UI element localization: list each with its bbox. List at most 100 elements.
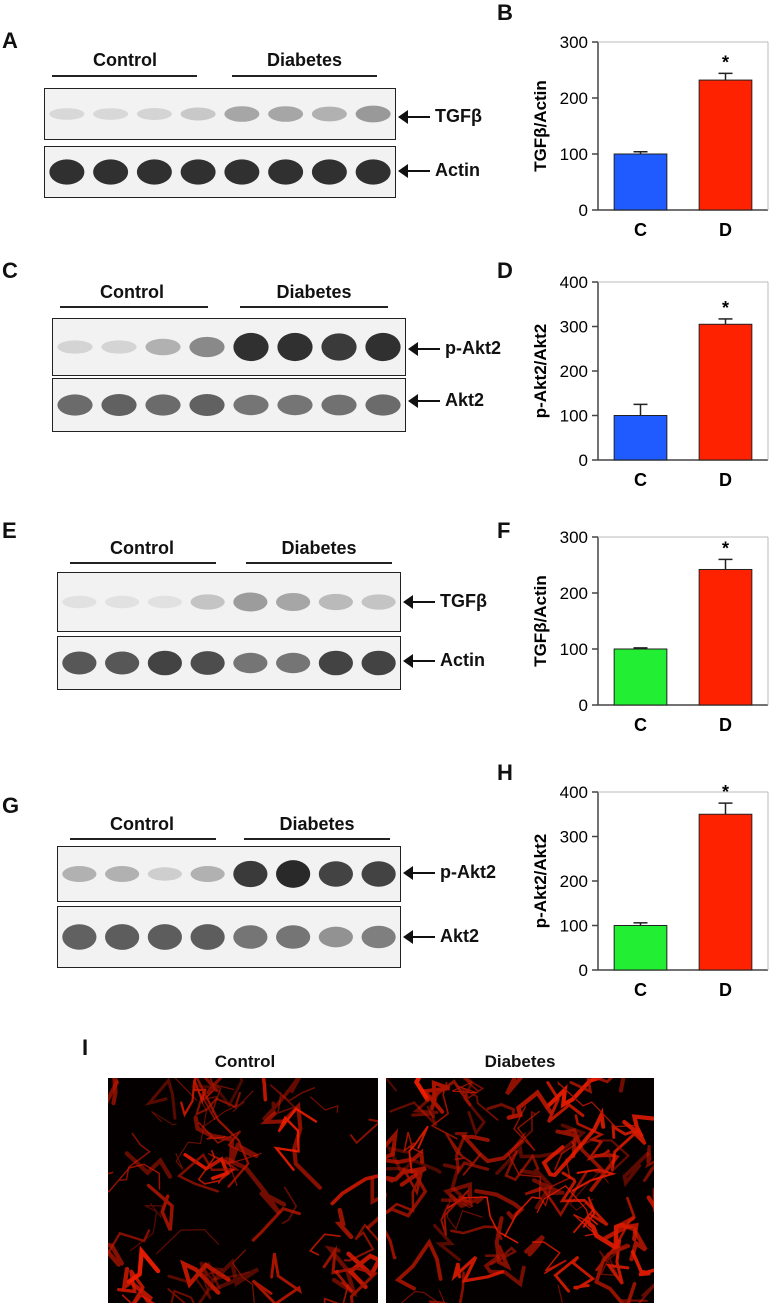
blot-c-control-line (60, 306, 208, 308)
stain-fiber (400, 1290, 446, 1303)
y-axis-label: TGFβ/Actin (531, 575, 550, 667)
category-label: C (634, 715, 647, 735)
stain-fiber (180, 1078, 207, 1118)
blot-band (233, 592, 268, 612)
blot-band (180, 159, 216, 185)
stain-fiber (557, 1081, 635, 1128)
blot-a-tgfb (44, 88, 396, 140)
arrow-left-icon (408, 393, 440, 408)
blot-band (361, 650, 396, 676)
blot-band (147, 650, 182, 676)
blot-g-pakt2-label: p-Akt2 (403, 862, 496, 883)
stain-fiber (269, 1084, 316, 1115)
stain-fiber (536, 1184, 597, 1237)
blot-band (277, 332, 313, 362)
stain-fiber (430, 1081, 458, 1140)
significance-marker: * (722, 52, 729, 72)
stain-fiber (463, 1078, 486, 1137)
stain-fiber (505, 1078, 524, 1096)
stain-fiber (642, 1145, 654, 1183)
chart-b: 0 100 200 300 TGFβ/Actin C * D (531, 33, 769, 240)
arrow-left-icon (408, 341, 440, 356)
blot-band (311, 106, 347, 122)
y-tick-label: 0 (579, 961, 588, 980)
stain-fiber (175, 1101, 208, 1170)
blot-band (147, 924, 182, 950)
category-label: D (719, 980, 732, 1000)
stain-fiber (494, 1216, 512, 1271)
blot-band (147, 595, 182, 609)
stain-fiber (366, 1176, 378, 1230)
chart-h: 0 100 200 300 400 p-Akt2/Akt2 C * D (531, 782, 769, 1000)
stain-fiber (260, 1101, 322, 1190)
stain-fiber (203, 1078, 223, 1095)
panel-letter-i: I (82, 1035, 89, 1060)
blot-band (318, 593, 353, 611)
stain-fiber (261, 1078, 302, 1122)
stain-fiber (386, 1167, 423, 1215)
blot-band (233, 860, 268, 888)
y-tick-label: 200 (560, 89, 588, 108)
blot-band (321, 333, 357, 361)
blot-band (101, 340, 137, 354)
stain-fiber (524, 1170, 588, 1217)
stain-fiber (413, 1078, 430, 1102)
blot-band (190, 924, 225, 950)
category-label: C (634, 220, 647, 240)
y-tick-label: 300 (560, 33, 588, 52)
panel-letter-b: B (497, 0, 513, 25)
blot-band (224, 106, 260, 122)
stain-fiber (620, 1299, 648, 1303)
bar (698, 568, 753, 706)
blot-band (361, 594, 396, 610)
stain-fiber (559, 1171, 609, 1227)
chart-d: 0 100 200 300 400 p-Akt2/Akt2 C * D (531, 273, 769, 490)
blot-e-diabetes-label: Diabetes (281, 538, 357, 558)
blot-band (93, 108, 129, 120)
blot-band (318, 650, 353, 676)
stain-fiber (451, 1255, 505, 1283)
blot-g-pakt2 (57, 846, 401, 902)
y-axis-label: p-Akt2/Akt2 (531, 834, 550, 928)
blot-band (189, 336, 225, 358)
stain-fiber (349, 1118, 378, 1145)
significance-marker: * (722, 538, 729, 558)
stain-fiber (199, 1258, 260, 1289)
stain-fiber (603, 1222, 639, 1242)
arrow-left-icon (403, 929, 435, 944)
stain-fiber (119, 1132, 151, 1182)
stain-fiber (541, 1107, 606, 1178)
stain-fiber (546, 1081, 585, 1123)
stain-fiber (531, 1178, 565, 1196)
blot-e-actin-label: Actin (403, 650, 485, 671)
panel-letter-e: E (2, 518, 17, 543)
stain-fiber (486, 1103, 516, 1118)
stain-fiber (251, 1206, 301, 1242)
blot-band (355, 105, 391, 123)
blot-c-akt2-label: Akt2 (408, 390, 484, 411)
panel-letter-g: G (2, 793, 20, 818)
stain-fiber (146, 1183, 174, 1231)
stain-fiber (174, 1078, 198, 1101)
blot-band (136, 108, 172, 120)
stain-fiber (116, 1269, 145, 1303)
y-tick-label: 200 (560, 872, 588, 891)
blot-e-tgfb (57, 572, 401, 632)
stain-fiber (443, 1181, 485, 1209)
stain-fiber (545, 1078, 603, 1109)
stain-fiber (129, 1203, 164, 1252)
stain-fiber (126, 1245, 161, 1284)
stain-fiber (151, 1110, 177, 1126)
stain-fiber (589, 1153, 620, 1192)
stain-fiber (201, 1090, 254, 1129)
arrow-left-icon (403, 594, 435, 609)
stain-fiber (519, 1168, 554, 1210)
stain-fiber (594, 1244, 637, 1303)
blot-c-akt2 (52, 378, 406, 432)
stain-fiber (224, 1156, 287, 1216)
blot-c-diabetes-label: Diabetes (276, 282, 352, 302)
y-tick-label: 0 (579, 451, 588, 470)
bar (613, 648, 668, 706)
panel-letter-a: A (2, 28, 18, 53)
stain-fiber (322, 1245, 378, 1303)
